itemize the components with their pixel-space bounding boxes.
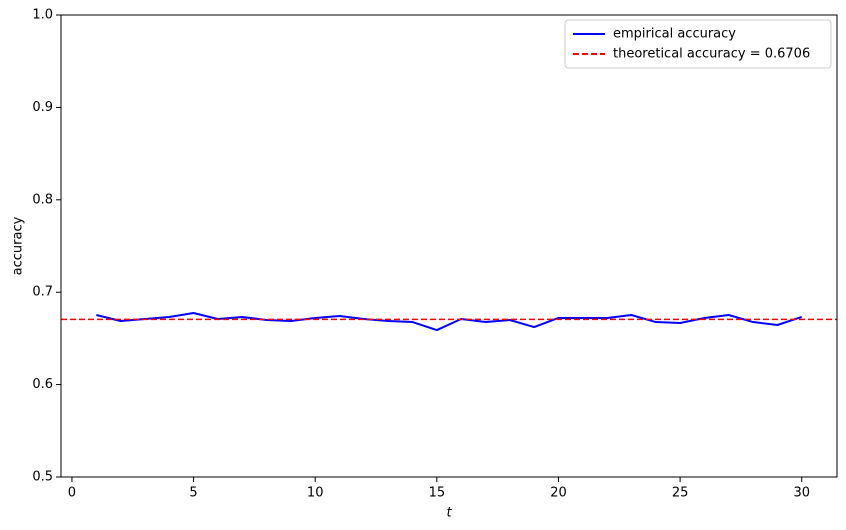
x-tick-label: 20 (550, 486, 567, 501)
y-tick-label: 0.5 (32, 470, 53, 485)
y-tick-label: 1.0 (32, 8, 53, 23)
x-tick-label: 30 (793, 486, 810, 501)
plot-frame (60, 14, 838, 478)
x-tick-label: 25 (672, 486, 689, 501)
y-tick-label: 0.7 (32, 285, 53, 300)
x-tick-label: 5 (189, 486, 197, 501)
x-tick-label: 15 (429, 486, 446, 501)
data-line (96, 311, 803, 332)
legend-label: empirical accuracy (613, 27, 736, 42)
x-tick-label: 0 (68, 486, 76, 501)
y-tick-label: 0.8 (32, 192, 53, 207)
y-tick-label: 0.6 (32, 377, 53, 392)
legend-box (564, 19, 832, 69)
x-tick-label: 10 (307, 486, 324, 501)
y-tick-label: 0.9 (32, 100, 53, 115)
x-axis-label: t (446, 506, 452, 521)
legend-label: theoretical accuracy = 0.6706 (613, 47, 810, 62)
y-axis-label: accuracy (11, 216, 26, 275)
